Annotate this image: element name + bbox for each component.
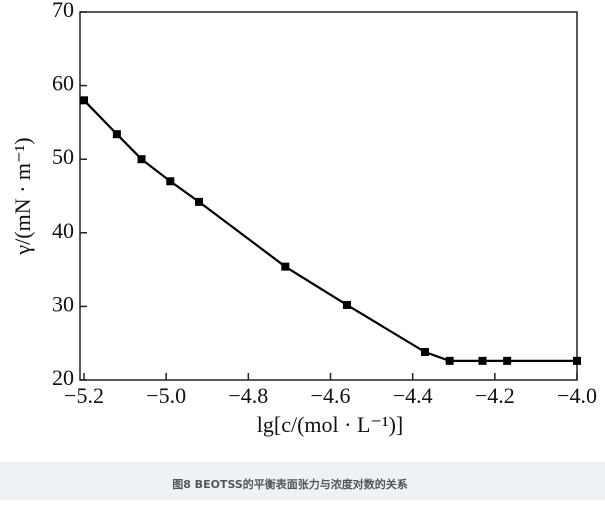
point-marker bbox=[420, 348, 429, 357]
y-tick-label: 70 bbox=[52, 0, 74, 22]
caption-bar bbox=[0, 462, 605, 500]
point-marker bbox=[573, 356, 581, 365]
y-tick-label: 60 bbox=[52, 71, 74, 96]
x-tick-label: −5.0 bbox=[146, 383, 186, 408]
point-marker bbox=[445, 356, 454, 365]
point-marker bbox=[137, 155, 146, 164]
y-axis-label: γ/(mN · m⁻¹) bbox=[10, 137, 35, 255]
x-axis-label: lg[c/(mol · L⁻¹)] bbox=[257, 412, 404, 437]
point-marker bbox=[195, 197, 204, 206]
point-marker bbox=[281, 262, 290, 271]
plot-frame bbox=[79, 11, 578, 381]
y-tick-label: 40 bbox=[52, 218, 74, 243]
point-marker bbox=[112, 130, 121, 139]
point-marker bbox=[478, 356, 487, 365]
x-tick-label: −4.6 bbox=[311, 383, 351, 408]
caption: 图8 BEOTSS的平衡表面张力与浓度对数的关系 bbox=[172, 477, 408, 491]
point-marker bbox=[342, 300, 351, 309]
point-marker bbox=[166, 177, 175, 186]
point-marker bbox=[80, 96, 88, 105]
y-tick-label: 20 bbox=[52, 365, 74, 390]
x-tick-label: −4.8 bbox=[228, 383, 268, 408]
point-marker bbox=[503, 356, 512, 365]
x-tick-label: −4.2 bbox=[475, 383, 515, 408]
y-tick-label: 50 bbox=[52, 144, 74, 169]
x-tick-label: −5.2 bbox=[64, 383, 104, 408]
x-tick-label: −4.4 bbox=[393, 383, 433, 408]
y-tick-label: 30 bbox=[52, 291, 74, 316]
series-line bbox=[83, 99, 577, 362]
x-tick-label: −4.0 bbox=[557, 383, 597, 408]
